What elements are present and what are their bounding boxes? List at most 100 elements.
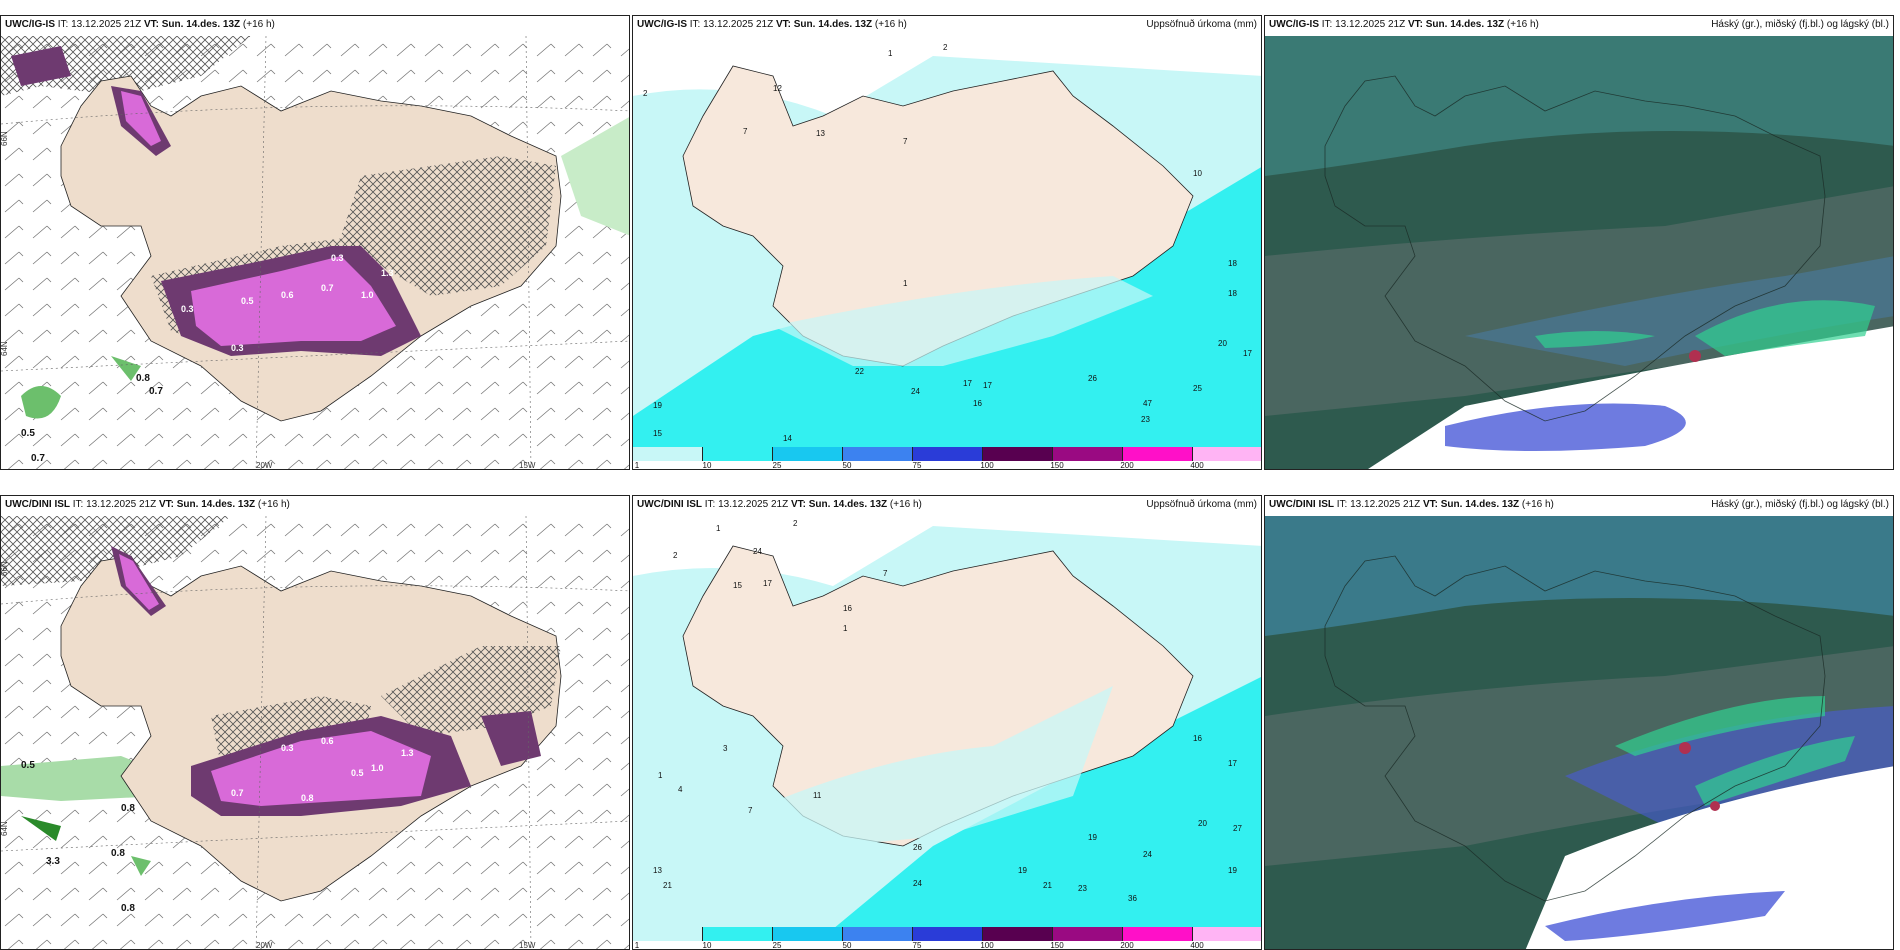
precip-label: 20 xyxy=(1218,339,1227,348)
model-name: UWC/DINI ISL xyxy=(5,499,70,510)
colorbar-swatch xyxy=(913,927,983,941)
precip-label: 2 xyxy=(793,519,798,528)
panel-header: UWC/IG-IS IT: 13.12.2025 21Z VT: Sun. 14… xyxy=(1265,16,1893,36)
snow-label: 3.3 xyxy=(46,856,60,867)
snow-label: 0.6 xyxy=(281,290,294,300)
precip-label: 7 xyxy=(903,137,908,146)
precip-label: 18 xyxy=(1228,289,1237,298)
precip-label: 47 xyxy=(1143,399,1152,408)
lon-label: 15W xyxy=(519,461,536,469)
colorbar-swatch xyxy=(1123,927,1193,941)
precip-label: 1 xyxy=(903,279,908,288)
snow-label: 0.7 xyxy=(231,788,244,798)
colorbar-swatch xyxy=(913,447,983,461)
snow-label: 0.6 xyxy=(321,736,334,746)
lead-time: (+16 h) xyxy=(242,19,275,30)
precip-label: 1 xyxy=(843,624,848,633)
precip-label: 1 xyxy=(716,524,721,533)
precip-label: 17 xyxy=(1228,759,1237,768)
precip-label: 22 xyxy=(855,367,864,376)
lat-label: 66N xyxy=(1,561,9,576)
snow-label: 0.8 xyxy=(121,903,135,914)
colorbar-tick: 75 xyxy=(912,941,922,950)
panel-header: UWC/IG-IS IT: 13.12.2025 21Z VT: Sun. 14… xyxy=(1,16,629,36)
precip-label: 2 xyxy=(943,43,948,52)
precip-label: 11 xyxy=(813,791,822,800)
colorbar-swatch xyxy=(843,447,913,461)
precip-label: 24 xyxy=(913,879,922,888)
precip-label: 23 xyxy=(1078,884,1087,893)
precip-label: 17 xyxy=(983,381,992,390)
precip-label: 12 xyxy=(773,84,782,93)
snow-label: 0.8 xyxy=(136,373,150,384)
precip-label: 3 xyxy=(723,744,728,753)
lon-label: 15W xyxy=(519,941,536,949)
precip-label: 27 xyxy=(1233,824,1242,833)
colorbar-swatch xyxy=(1053,447,1123,461)
colorbar-tick: 75 xyxy=(912,461,922,470)
precip-label: 18 xyxy=(1228,259,1237,268)
precip-label: 15 xyxy=(653,429,662,438)
panel-dini-wind-snow: UWC/DINI ISL IT: 13.12.2025 21Z VT: Sun.… xyxy=(0,495,630,950)
lat-label: 64N xyxy=(1,341,9,356)
precip-label: 2 xyxy=(673,551,678,560)
panel-dini-clouds: UWC/DINI ISL IT: 13.12.2025 21Z VT: Sun.… xyxy=(1264,495,1894,950)
colorbar-swatch xyxy=(703,447,773,461)
lat-label: 64N xyxy=(1,821,9,836)
panel-header: UWC/DINI ISL IT: 13.12.2025 21Z VT: Sun.… xyxy=(1,496,629,516)
panel-title: Háský (gr.), miðský (fj.bl.) og lágský (… xyxy=(1711,19,1889,30)
precip-label: 4 xyxy=(678,785,683,794)
snow-label: 0.3 xyxy=(231,343,244,353)
precip-label: 19 xyxy=(1088,833,1097,842)
snow-label: 0.8 xyxy=(121,803,135,814)
precip-label: 19 xyxy=(1018,866,1027,875)
colorbar-tick: 400 xyxy=(1190,941,1204,950)
snow-label: 0.7 xyxy=(321,283,334,293)
precip-label: 16 xyxy=(843,604,852,613)
colorbar-tick: 10 xyxy=(702,461,712,470)
init-time: IT: 13.12.2025 21Z xyxy=(704,499,789,510)
snow-label: 1.0 xyxy=(361,290,374,300)
snow-label: 0.3 xyxy=(331,253,344,263)
colorbar-swatch xyxy=(983,447,1053,461)
init-time: IT: 13.12.2025 21Z xyxy=(1321,19,1406,30)
colorbar-tick: 1 xyxy=(634,941,640,950)
precip-label: 24 xyxy=(1143,850,1152,859)
snow-label: 0.8 xyxy=(301,793,314,803)
map-clouds xyxy=(1265,516,1893,949)
precip-label: 13 xyxy=(816,129,825,138)
precip-label: 10 xyxy=(1193,169,1202,178)
iceland-outline xyxy=(1324,555,1826,902)
colorbar-tick: 200 xyxy=(1120,461,1134,470)
precip-label: 19 xyxy=(1228,866,1237,875)
colorbar-tick: 100 xyxy=(980,941,994,950)
valid-time: VT: Sun. 14.des. 13Z xyxy=(1407,19,1505,30)
colorbar-tick: 1 xyxy=(634,461,640,470)
model-name: UWC/IG-IS xyxy=(1269,19,1319,30)
snow-label: 0.7 xyxy=(31,453,45,464)
precip-label: 17 xyxy=(1243,349,1252,358)
colorbar-swatch xyxy=(1123,447,1193,461)
snow-label: 0.5 xyxy=(241,296,254,306)
valid-time: VT: Sun. 14.des. 13Z xyxy=(158,499,256,510)
model-name: UWC/DINI ISL xyxy=(1269,499,1334,510)
panel-igis-wind-snow: UWC/IG-IS IT: 13.12.2025 21Z VT: Sun. 14… xyxy=(0,15,630,470)
colorbar-tick: 400 xyxy=(1190,461,1204,470)
map-wind-snow: 66N 64N 20W 15W 0.3 0.5 0.6 0.7 1.0 1.3 … xyxy=(1,36,629,469)
precip-label: 2 xyxy=(643,89,648,98)
panel-igis-clouds: UWC/IG-IS IT: 13.12.2025 21Z VT: Sun. 14… xyxy=(1264,15,1894,470)
colorbar-swatch xyxy=(1053,927,1123,941)
colorbar-swatch xyxy=(633,447,703,461)
precip-label: 16 xyxy=(1193,734,1202,743)
colorbar-swatch xyxy=(703,927,773,941)
model-name: UWC/IG-IS xyxy=(637,19,687,30)
colorbar-tick: 200 xyxy=(1120,941,1134,950)
colorbar-swatch xyxy=(773,447,843,461)
precip-label: 17 xyxy=(963,379,972,388)
colorbar-swatch xyxy=(983,927,1053,941)
precip-label: 13 xyxy=(653,866,662,875)
colorbar-tick: 50 xyxy=(842,461,852,470)
precip-label: 19 xyxy=(653,401,662,410)
precip-label: 25 xyxy=(1193,384,1202,393)
panel-igis-precip: UWC/IG-IS IT: 13.12.2025 21Z VT: Sun. 14… xyxy=(632,15,1262,470)
